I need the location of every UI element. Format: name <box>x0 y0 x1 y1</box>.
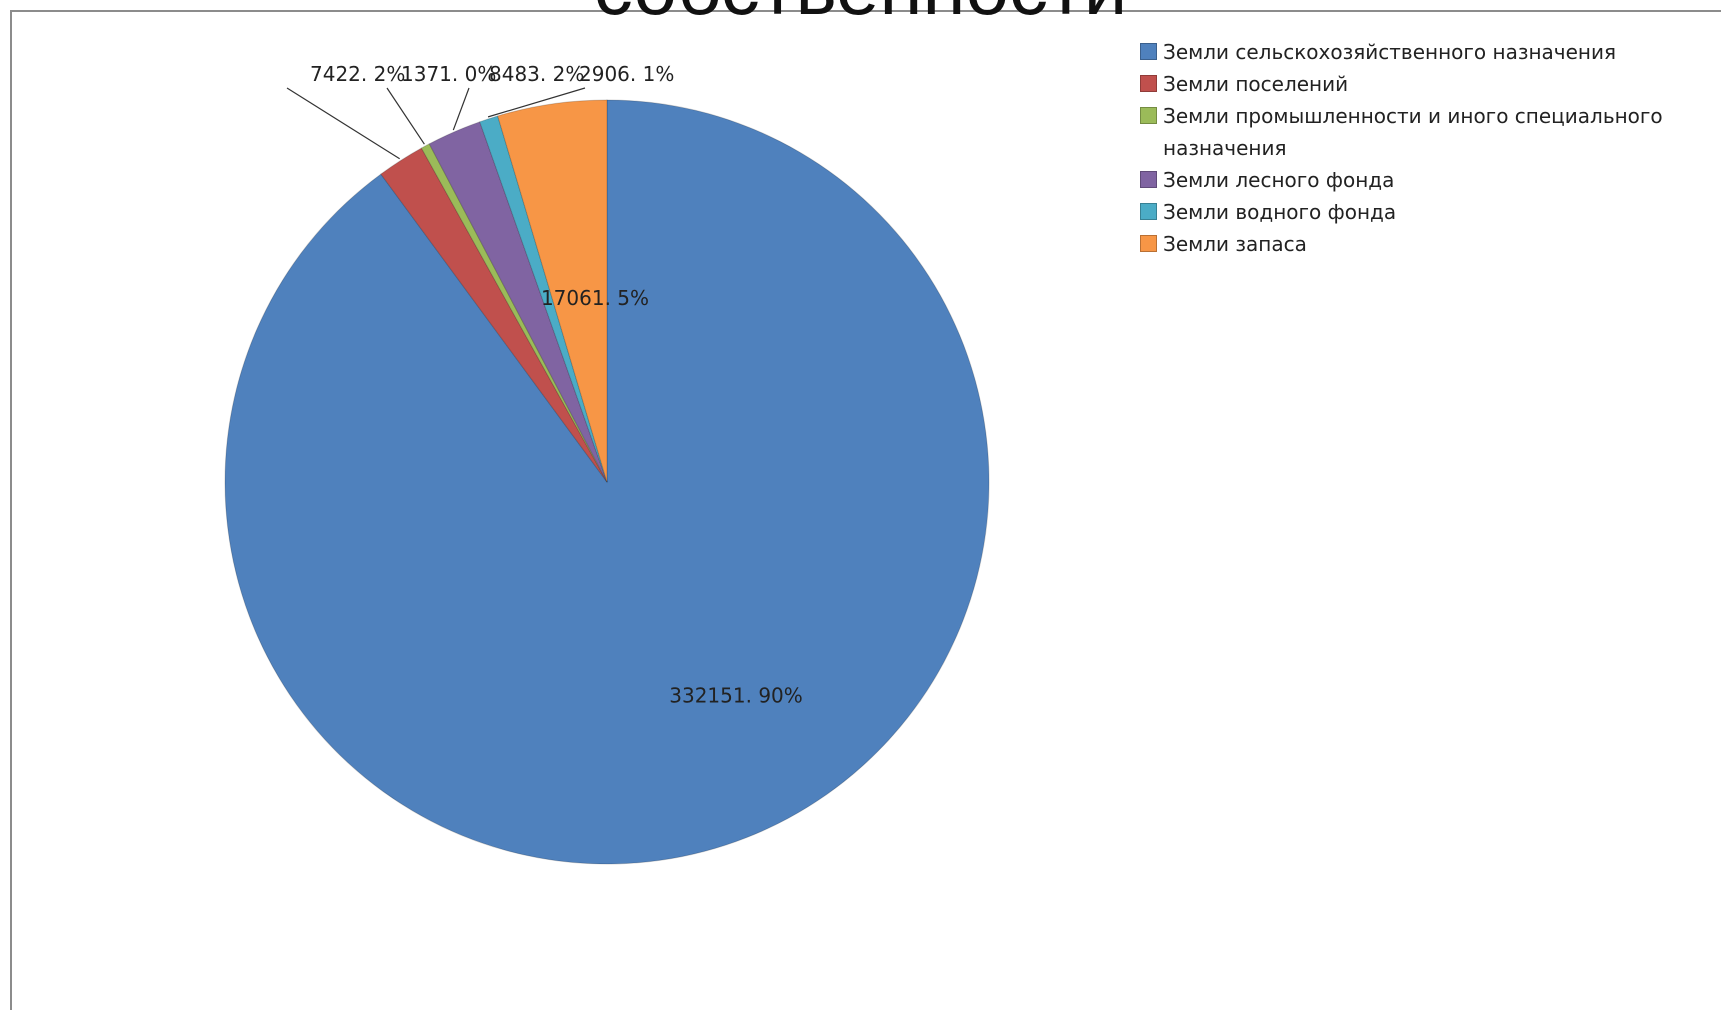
legend-label: Земли запаса <box>1163 232 1307 256</box>
legend-swatch <box>1140 107 1157 124</box>
chart-frame <box>10 10 1721 1010</box>
legend-label: Земли поселений <box>1163 72 1349 96</box>
legend-item-forest: Земли лесного фонда <box>1140 164 1720 196</box>
legend-swatch <box>1140 75 1157 92</box>
data-label-5: 17061. 5% <box>541 286 649 310</box>
pie-slice-1 <box>380 147 608 483</box>
legend-label: Земли промышленности и иного специальног… <box>1163 104 1663 160</box>
legend-label: Земли водного фонда <box>1163 200 1397 224</box>
data-label-4: 2906. 1% <box>579 62 674 86</box>
pie-slice-2 <box>420 143 608 483</box>
legend-swatch <box>1140 203 1157 220</box>
leader-line-3 <box>452 87 470 131</box>
leader-line-2 <box>386 87 425 145</box>
legend-item-agricultural: Земли сельскохозяйственного назначения <box>1140 36 1720 68</box>
chart-legend: Земли сельскохозяйственного назначения З… <box>1140 36 1720 260</box>
leader-line-4 <box>487 87 586 118</box>
data-label-3: 8483. 2% <box>489 62 584 86</box>
legend-item-reserve: Земли запаса <box>1140 228 1720 260</box>
legend-label: Земли сельскохозяйственного назначения <box>1163 40 1617 64</box>
data-label-0: 332151. 90% <box>669 684 803 708</box>
pie-slice-0 <box>224 99 990 865</box>
legend-label: Земли лесного фонда <box>1163 168 1395 192</box>
leader-line-1 <box>286 87 400 160</box>
pie-slice-4 <box>479 115 608 483</box>
legend-item-industry: Земли промышленности и иного специальног… <box>1140 100 1720 164</box>
pie-chart: 332151. 90% 17061. 5% 7422. 2%1371. 0%8483… <box>224 62 990 865</box>
chart-title: собственности <box>0 0 1721 26</box>
data-label-1: 7422. 2% <box>310 62 405 86</box>
legend-swatch <box>1140 43 1157 60</box>
legend-item-water: Земли водного фонда <box>1140 196 1720 228</box>
legend-swatch <box>1140 171 1157 188</box>
legend-swatch <box>1140 235 1157 252</box>
pie-slice-5 <box>497 99 608 483</box>
pie-slice-3 <box>428 121 608 483</box>
data-label-2: 1371. 0% <box>401 62 496 86</box>
legend-item-settlements: Земли поселений <box>1140 68 1720 100</box>
